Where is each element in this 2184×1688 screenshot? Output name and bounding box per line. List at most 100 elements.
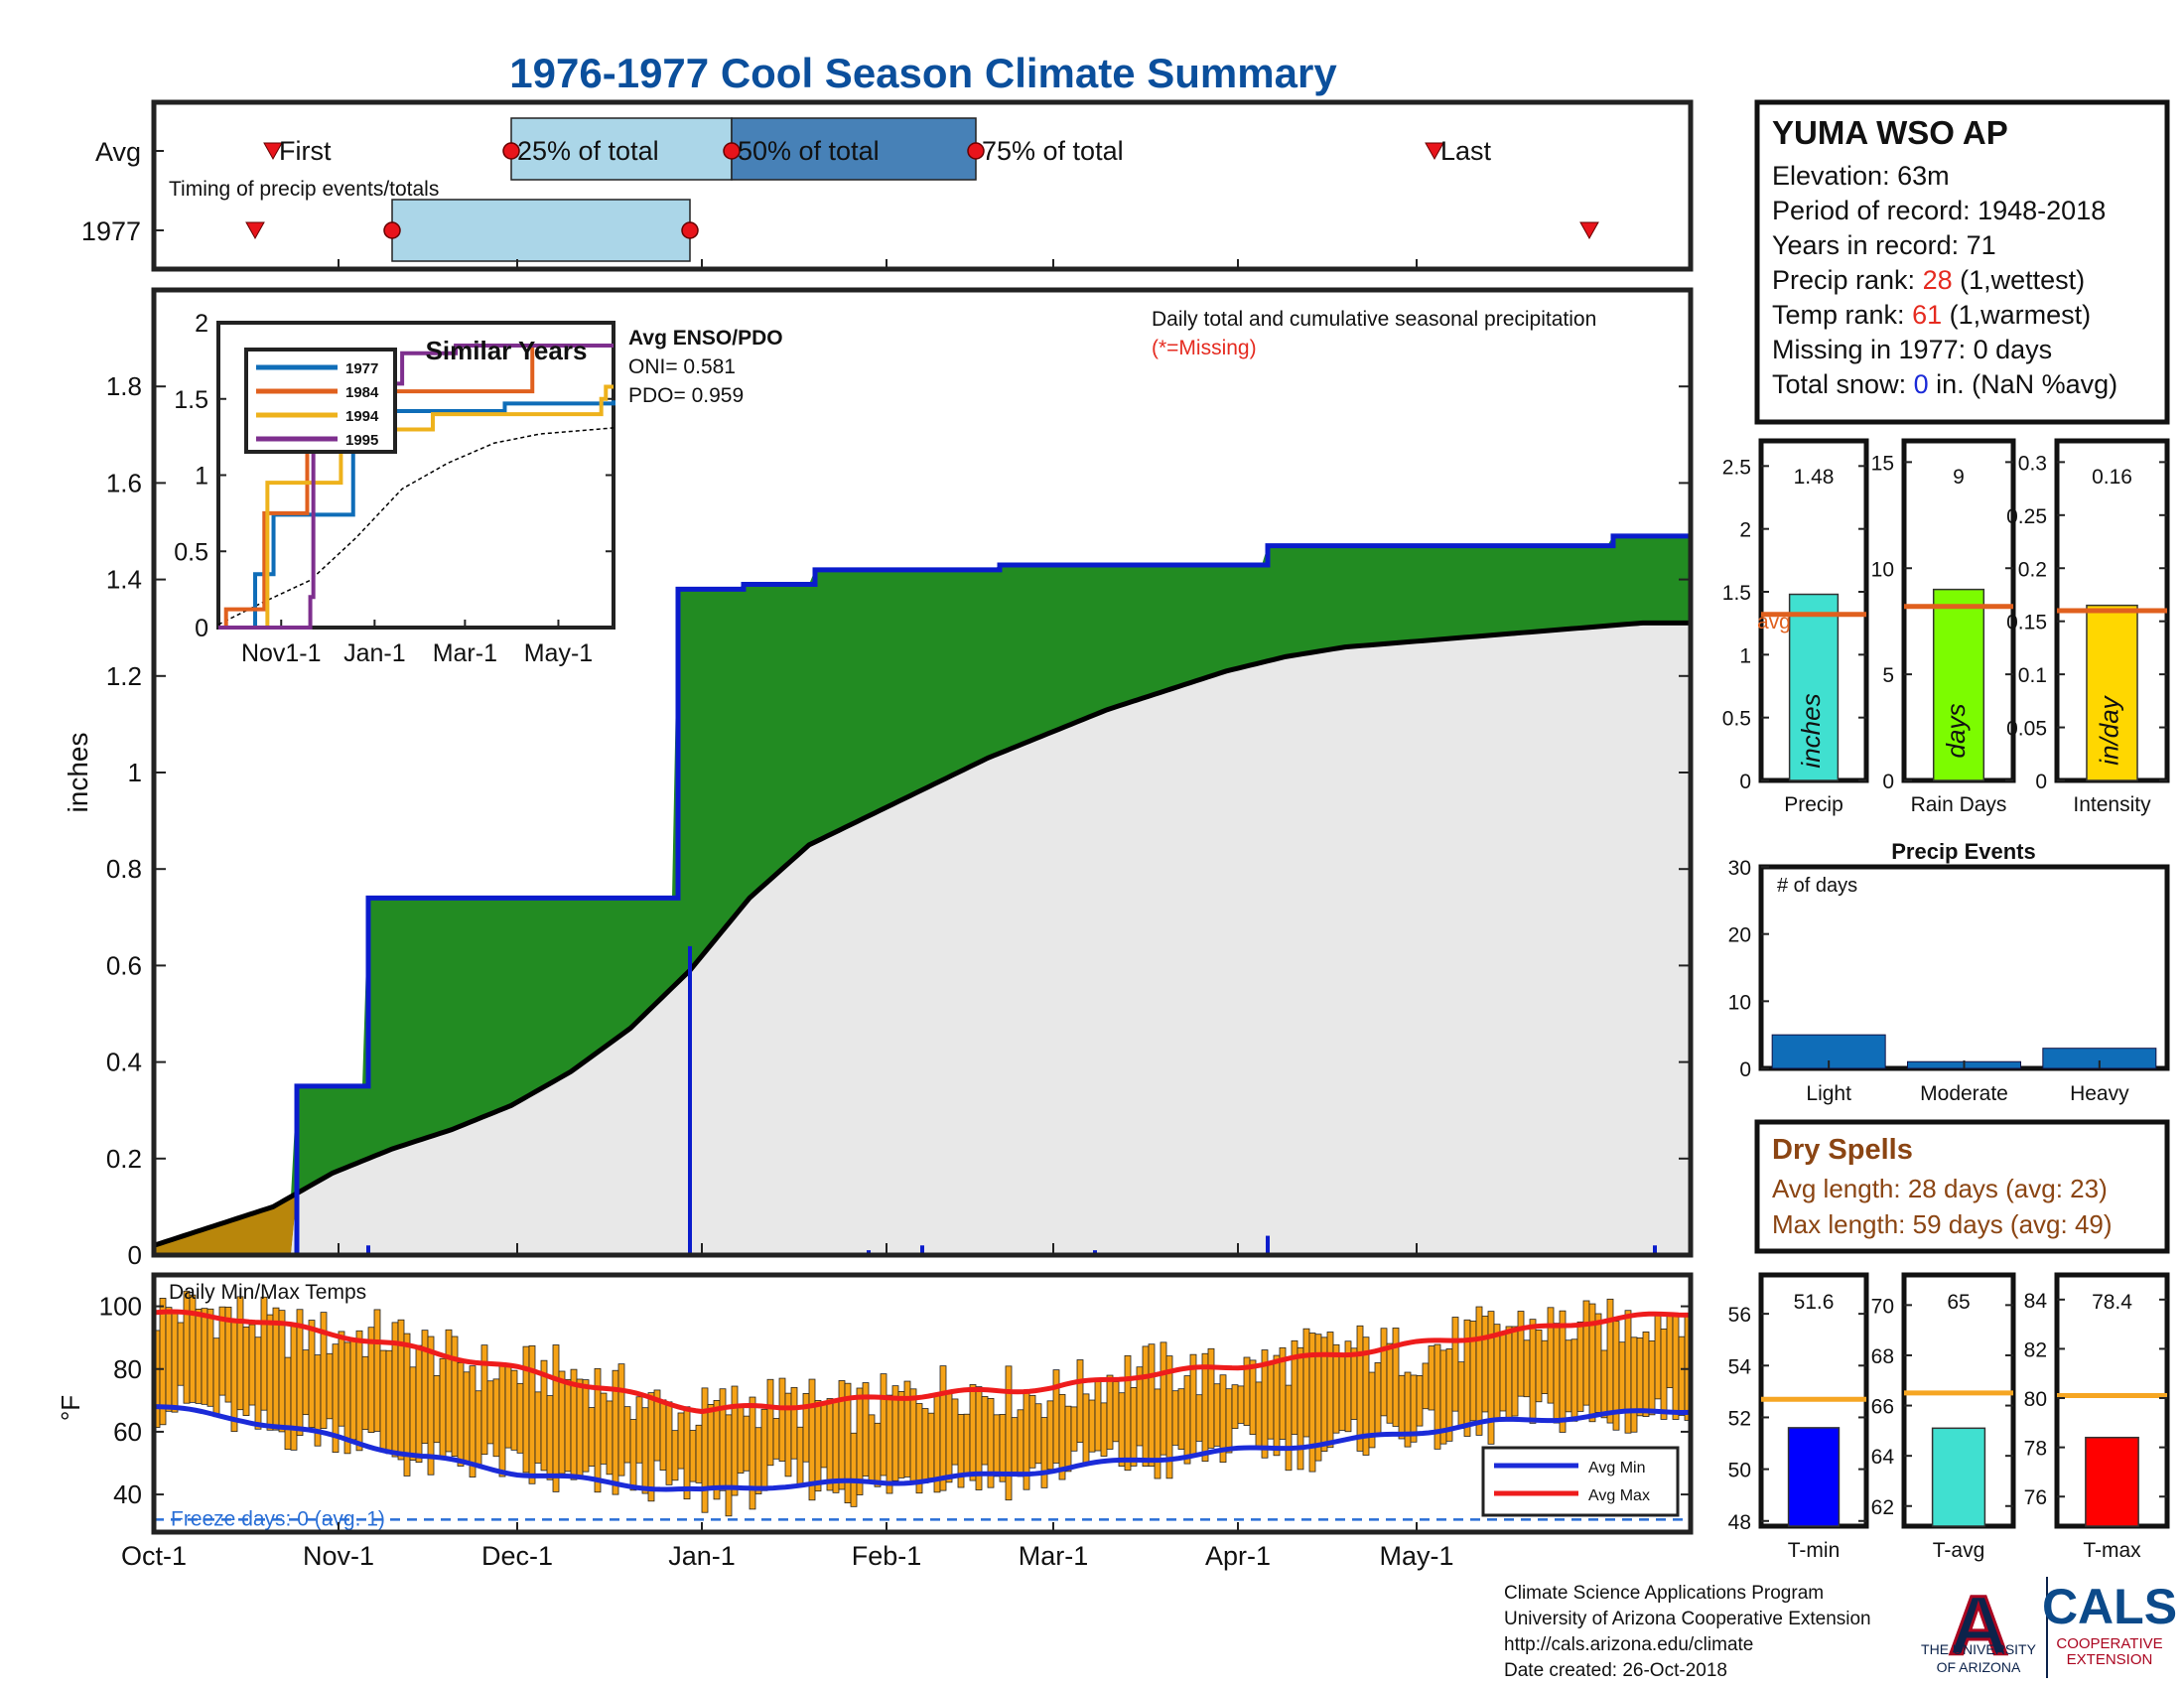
daily-temp-bar bbox=[1160, 1341, 1167, 1456]
daily-temp-bar bbox=[1618, 1341, 1626, 1413]
station-missing: Missing in 1977: 0 days bbox=[1772, 335, 2052, 364]
daily-temp-bar bbox=[1547, 1307, 1555, 1404]
temp-tick-label: 40 bbox=[113, 1479, 142, 1509]
ts-tick-label: 78 bbox=[2024, 1438, 2047, 1461]
ts-tick-label: 66 bbox=[1871, 1396, 1894, 1419]
daily-temp-bar bbox=[820, 1402, 828, 1469]
daily-temp-bar bbox=[713, 1399, 721, 1500]
daily-temp-bar bbox=[1326, 1332, 1334, 1449]
pe-tick-label: 30 bbox=[1728, 857, 1751, 880]
temp-summary-t-min: 51.6 48 50 52 54 56 T-min bbox=[1728, 1272, 1869, 1562]
inset-title: Similar Years bbox=[426, 336, 588, 365]
daily-temp-bar bbox=[486, 1380, 494, 1445]
daily-temp-bar bbox=[880, 1373, 887, 1477]
pe-tick-label: 0 bbox=[1739, 1058, 1751, 1081]
ts-tick-label: 76 bbox=[2024, 1486, 2047, 1509]
daily-temp-bar bbox=[1660, 1328, 1668, 1420]
temp-summary-bar bbox=[2085, 1436, 2139, 1527]
daily-temp-bar bbox=[522, 1345, 530, 1474]
pe-label: Heavy bbox=[2070, 1082, 2129, 1105]
summary-tick-label: 2 bbox=[1739, 519, 1751, 542]
inset-y-label: 1.5 bbox=[174, 386, 208, 414]
daily-temp-bar bbox=[236, 1296, 244, 1411]
daily-temp-bar bbox=[1249, 1359, 1257, 1435]
daily-temp-bar bbox=[451, 1336, 459, 1457]
daily-temp-bar bbox=[850, 1432, 858, 1507]
daily-temp-bar bbox=[1297, 1346, 1304, 1471]
timing-panel: First 25% of total 50% of total 75% of tota… bbox=[81, 99, 1694, 272]
y-tick-label: 1.6 bbox=[106, 468, 142, 497]
daily-temp-bar bbox=[576, 1378, 584, 1478]
daily-temp-bar bbox=[171, 1312, 179, 1413]
daily-temp-bar bbox=[1130, 1387, 1138, 1467]
daily-temp-bar bbox=[1463, 1319, 1471, 1437]
pe-tick-label: 20 bbox=[1728, 924, 1751, 947]
daily-temp-bar bbox=[1267, 1363, 1275, 1440]
missing-note: (*=Missing) bbox=[1152, 337, 1257, 359]
daily-temp-bar bbox=[1148, 1343, 1156, 1468]
summary-tick-label: 0 bbox=[1882, 771, 1894, 793]
daily-temp-bar bbox=[629, 1419, 637, 1491]
summary-label: Intensity bbox=[2073, 793, 2151, 816]
page-title: 1976-1977 Cool Season Climate Summary bbox=[509, 50, 1337, 96]
daily-temp-bar bbox=[1112, 1381, 1120, 1443]
daily-temp-bar bbox=[1195, 1394, 1203, 1442]
daily-temp-bar bbox=[492, 1378, 500, 1458]
similar-years-inset: 0 0.5 1 1.5 2 Nov1-1 Jan-1 Mar-1 May-1 Similar Ye… bbox=[174, 310, 615, 667]
daily-temp-bar bbox=[1642, 1331, 1650, 1417]
daily-temp-bar bbox=[427, 1336, 435, 1476]
daily-temp-bar bbox=[1582, 1300, 1590, 1406]
daily-temp-bar bbox=[201, 1308, 208, 1405]
daily-temp-bar bbox=[1398, 1374, 1406, 1440]
snow-value: 0 bbox=[1914, 369, 1929, 399]
avg-last-label: Last bbox=[1440, 136, 1492, 166]
temp-tick-label: 100 bbox=[99, 1292, 142, 1322]
summary-value: 0.16 bbox=[2092, 466, 2132, 489]
daily-temp-bar bbox=[1636, 1337, 1644, 1417]
daily-temp-bar bbox=[1100, 1402, 1108, 1457]
ts-tick-label: 68 bbox=[1871, 1345, 1894, 1368]
daily-temp-bar bbox=[373, 1309, 381, 1432]
daily-temp-bar bbox=[1666, 1313, 1674, 1389]
daily-temp-bar bbox=[689, 1430, 697, 1482]
temp-summary-value: 78.4 bbox=[2092, 1291, 2132, 1314]
summary-bar bbox=[1932, 588, 1985, 781]
daily-temp-bar bbox=[165, 1307, 173, 1412]
daily-temp-bar bbox=[1457, 1361, 1465, 1429]
legend-max-label: Avg Max bbox=[1588, 1487, 1650, 1504]
daily-temp-bar bbox=[1505, 1326, 1513, 1419]
daily-temp-bar bbox=[1428, 1345, 1435, 1411]
daily-precip-bar bbox=[1653, 1245, 1657, 1255]
temp-summary-value: 51.6 bbox=[1794, 1291, 1835, 1314]
ts-tick-label: 82 bbox=[2024, 1338, 2047, 1361]
summary-tick-label: 0.05 bbox=[2006, 718, 2047, 741]
daily-temp-bar bbox=[1517, 1311, 1525, 1397]
inset-x-label: Jan-1 bbox=[343, 639, 406, 667]
daily-temp-bar bbox=[457, 1361, 465, 1467]
summary-tick-label: 0.1 bbox=[2018, 664, 2047, 687]
year-last-marker bbox=[1579, 221, 1599, 240]
inset-legend-label: 1984 bbox=[345, 384, 379, 401]
temp-summary-t-max: 78.4 76 78 80 82 84 T-max bbox=[2024, 1272, 2170, 1562]
summary-tick-label: 0.25 bbox=[2006, 505, 2047, 528]
month-label: Feb-1 bbox=[852, 1541, 922, 1571]
daily-temp-bar bbox=[415, 1344, 423, 1464]
summary-tick-label: 0 bbox=[2035, 771, 2047, 793]
avg-25-50-box bbox=[510, 117, 733, 181]
temp-rank-pre: Temp rank: bbox=[1772, 300, 1912, 330]
daily-temp-bar bbox=[248, 1324, 256, 1406]
daily-temp-bar bbox=[242, 1326, 250, 1416]
daily-temp-bar bbox=[695, 1424, 703, 1483]
temp-tick-label: 60 bbox=[113, 1417, 142, 1447]
daily-temp-bar bbox=[528, 1344, 536, 1484]
daily-temp-bar bbox=[1600, 1349, 1608, 1419]
temp-summary-bar bbox=[1787, 1427, 1841, 1527]
avg-50-75-box bbox=[731, 117, 977, 181]
station-temp-rank: Temp rank: 61 (1,warmest) bbox=[1772, 300, 2091, 330]
avg-75-marker bbox=[967, 142, 985, 160]
station-name: YUMA WSO AP bbox=[1772, 114, 2008, 151]
daily-temp-bar bbox=[1451, 1317, 1459, 1412]
inset-average-line bbox=[217, 427, 614, 626]
y-tick-label: 0.4 bbox=[106, 1048, 142, 1077]
